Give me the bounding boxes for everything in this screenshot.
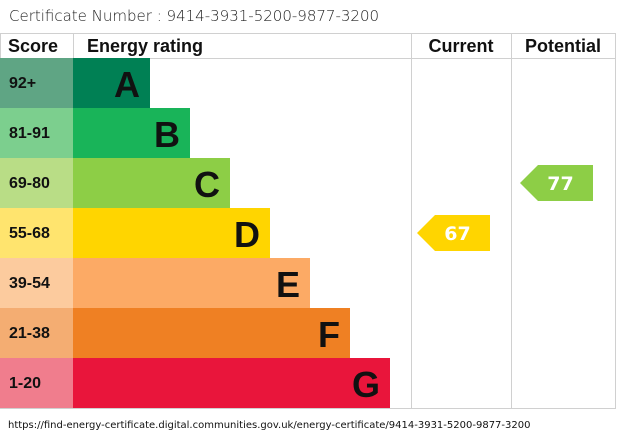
rating-bar-G	[73, 358, 390, 408]
rating-bar-C	[73, 158, 230, 208]
score-range-D: 55-68	[9, 225, 50, 242]
rating-bar-E	[73, 258, 310, 308]
rating-letter-D: D	[234, 214, 260, 255]
score-range-G: 1-20	[9, 375, 41, 392]
score-range-B: 81-91	[9, 125, 50, 142]
rating-letter-B: B	[154, 114, 180, 155]
score-range-E: 39-54	[9, 275, 50, 292]
rating-letter-G: G	[352, 364, 380, 405]
potential-rating-arrow	[520, 165, 593, 201]
rating-letter-F: F	[318, 314, 340, 355]
score-range-A: 92+	[9, 75, 36, 92]
rating-bar-D	[73, 208, 270, 258]
current-rating-arrow	[417, 215, 490, 251]
rating-bar-B	[73, 108, 190, 158]
rating-bar-F	[73, 308, 350, 358]
rating-letter-E: E	[276, 264, 300, 305]
score-cell-B	[0, 108, 73, 158]
header-potential: Potential	[525, 36, 601, 56]
current-rating-value: 67	[444, 223, 470, 245]
rating-letter-A: A	[114, 64, 140, 105]
certificate-url[interactable]: https://find-energy-certificate.digital.…	[8, 420, 531, 431]
score-cell-F	[0, 308, 73, 358]
energy-rating-chart: Score Energy rating Current Potential 92+ A 81…	[0, 33, 616, 409]
score-range-C: 69-80	[9, 175, 50, 192]
potential-rating-value: 77	[547, 173, 573, 195]
certificate-number: Certificate Number : 9414-3931-5200-9877…	[9, 7, 380, 25]
score-cell-D	[0, 208, 73, 258]
score-cell-C	[0, 158, 73, 208]
header-energy-rating: Energy rating	[87, 36, 203, 56]
score-range-F: 21-38	[9, 325, 50, 342]
rating-letter-C: C	[194, 164, 220, 205]
rating-bar-A	[73, 58, 150, 108]
score-cell-E	[0, 258, 73, 308]
score-cell-G	[0, 358, 73, 408]
score-cell-A	[0, 58, 73, 108]
header-score: Score	[8, 36, 58, 56]
header-current: Current	[428, 36, 493, 56]
